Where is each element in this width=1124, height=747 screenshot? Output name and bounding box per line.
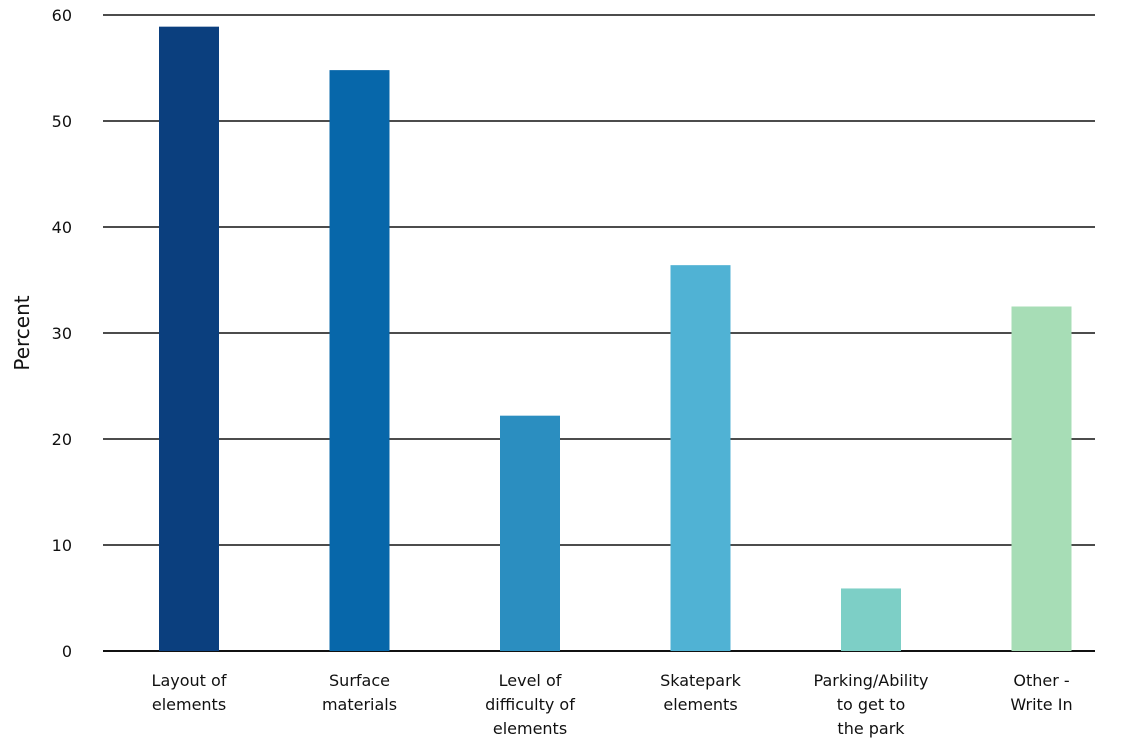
bars — [159, 26, 1072, 652]
y-axis-ticks: 0 10 20 30 40 50 60 — [52, 6, 72, 661]
bar — [500, 415, 560, 651]
y-axis-label: Percent — [10, 295, 34, 370]
x-tick-label: Surface materials — [322, 671, 397, 714]
x-tick-label: Layout of elements — [152, 671, 227, 714]
bar — [841, 588, 901, 651]
y-tick-label: 20 — [52, 430, 72, 449]
x-tick-label: Other -Write In — [1010, 671, 1072, 714]
y-tick-label: 50 — [52, 112, 72, 131]
y-tick-label: 30 — [52, 324, 72, 343]
y-tick-label: 40 — [52, 218, 72, 237]
y-tick-label: 0 — [62, 642, 72, 661]
bar — [670, 265, 731, 651]
gridlines — [103, 14, 1095, 652]
y-tick-label: 60 — [52, 6, 72, 25]
x-tick-label: Skatepark elements — [660, 671, 742, 714]
x-tick-label: Level of difficulty of elements — [485, 671, 575, 738]
y-tick-label: 10 — [52, 536, 72, 555]
x-axis-ticks: Layout of elements Surface materials Level o… — [152, 671, 1073, 738]
bar — [159, 26, 219, 652]
x-tick-label: Parking/Ability to get to the park — [814, 671, 929, 738]
bar — [329, 70, 390, 652]
bar — [1011, 306, 1072, 651]
